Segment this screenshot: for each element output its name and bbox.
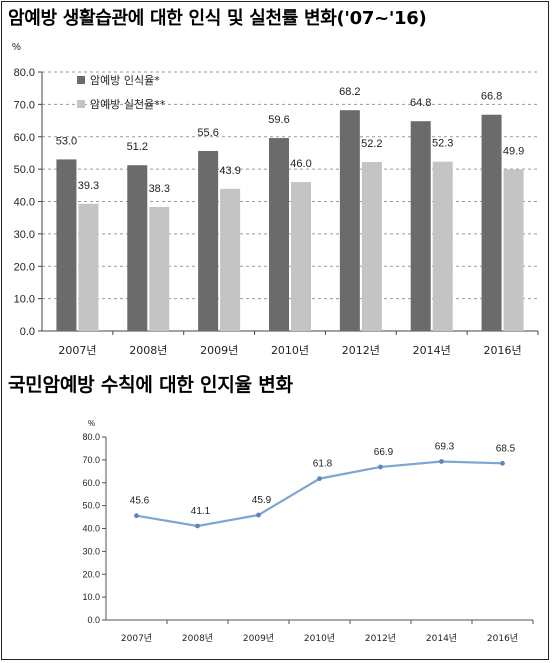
y-tick-label: 80.0 (14, 67, 35, 79)
point-data-label: 41.1 (191, 506, 211, 517)
y-tick-label: 60.0 (14, 132, 35, 144)
point-data-label: 61.8 (313, 459, 333, 470)
y-tick-label: 70.0 (82, 455, 100, 465)
x-tick-label: 2010년 (304, 633, 335, 644)
y-tick-label: 30.0 (82, 546, 100, 556)
y-unit-label: % (12, 42, 21, 53)
bar-data-label: 52.2 (361, 138, 382, 150)
bar-practice (432, 161, 453, 331)
x-tick-label: 2009년 (200, 344, 238, 357)
legend-label: 암예방 인식율* (90, 74, 160, 87)
data-point (317, 476, 322, 482)
x-tick-label: 2008년 (129, 344, 167, 357)
bar-chart: % 0.0 10.0 20.0 30.0 40.0 50.0 60.0 70.0 80.0 53.0… (12, 42, 539, 357)
bar-data-label: 46.0 (290, 158, 311, 170)
x-tick-label: 2009년 (243, 633, 274, 644)
y-tick-label: 50.0 (14, 164, 35, 176)
y-tick-label: 60.0 (82, 478, 100, 488)
bar-practice (361, 162, 382, 331)
bar-data-label: 68.2 (339, 86, 360, 98)
y-tick-label: 10.0 (82, 592, 100, 602)
bar-data-label: 52.3 (432, 138, 453, 150)
y-tick-label: 0.0 (87, 615, 100, 625)
x-tick-label: 2012년 (342, 344, 380, 357)
x-tick-label: 2014년 (426, 633, 457, 644)
bar-data-label: 43.9 (219, 165, 240, 177)
y-tick-label: 40.0 (14, 197, 35, 209)
bar-data-label: 39.3 (78, 180, 99, 192)
bar-awareness (339, 110, 360, 331)
x-tick-label: 2010년 (271, 344, 309, 357)
bar-data-label: 38.3 (149, 183, 170, 195)
data-point (439, 459, 444, 464)
bar-practice (78, 203, 99, 331)
bar-practice (149, 207, 170, 331)
bar-practice (220, 188, 241, 331)
y-tick-label: 20.0 (14, 261, 35, 273)
x-tick-label: 2016년 (484, 344, 522, 357)
y-tick-label: 10.0 (14, 294, 35, 306)
data-point (134, 513, 139, 519)
bar-awareness (198, 150, 219, 331)
legend-swatch (77, 76, 85, 84)
x-tick-label: 2012년 (365, 633, 396, 644)
point-data-label: 68.5 (496, 443, 516, 454)
bar-awareness (269, 138, 289, 331)
y-tick-label: 30.0 (14, 229, 35, 241)
x-tick-label: 2007년 (121, 633, 152, 644)
data-point (378, 464, 383, 470)
bar-data-label: 55.6 (197, 127, 218, 139)
bar-awareness (481, 114, 502, 331)
y-tick-label: 50.0 (82, 501, 100, 511)
y-unit-label: % (88, 419, 95, 428)
legend-label: 암예방 실천율** (90, 97, 166, 111)
data-point (195, 523, 200, 529)
point-data-label: 45.9 (252, 495, 272, 506)
data-point (256, 512, 261, 518)
bar-data-label: 51.2 (127, 141, 148, 153)
bar-data-label: 59.6 (268, 114, 289, 126)
bar-data-label: 64.8 (410, 97, 431, 109)
y-tick-label: 80.0 (82, 432, 100, 442)
y-tick-label: 20.0 (82, 569, 100, 579)
bar-chart-title: 암예방 생활습관에 대한 인식 및 실천률 변화('07~'16) (8, 8, 427, 29)
data-point (500, 460, 505, 466)
bar-data-label: 66.8 (481, 91, 502, 103)
y-tick-label: 0.0 (20, 326, 35, 338)
x-tick-label: 2008년 (182, 633, 213, 644)
y-tick-label: 40.0 (82, 524, 100, 534)
bar-awareness (127, 165, 148, 331)
legend-swatch (77, 100, 85, 108)
point-data-label: 69.3 (435, 441, 455, 452)
y-tick-label: 70.0 (14, 99, 35, 111)
point-data-label: 66.9 (374, 447, 394, 458)
bar-data-label: 49.9 (503, 145, 524, 157)
point-data-label: 45.6 (130, 496, 150, 507)
x-tick-label: 2007년 (58, 344, 96, 357)
bar-practice (503, 169, 524, 331)
bar-awareness (56, 159, 77, 331)
bar-data-label: 53.0 (56, 135, 77, 147)
bar-practice (291, 182, 311, 331)
x-tick-label: 2014년 (413, 344, 451, 357)
bar-awareness (410, 121, 431, 332)
x-tick-label: 2016년 (487, 633, 518, 644)
line-chart-title: 국민암예방 수칙에 대한 인지율 변화 (8, 374, 293, 396)
